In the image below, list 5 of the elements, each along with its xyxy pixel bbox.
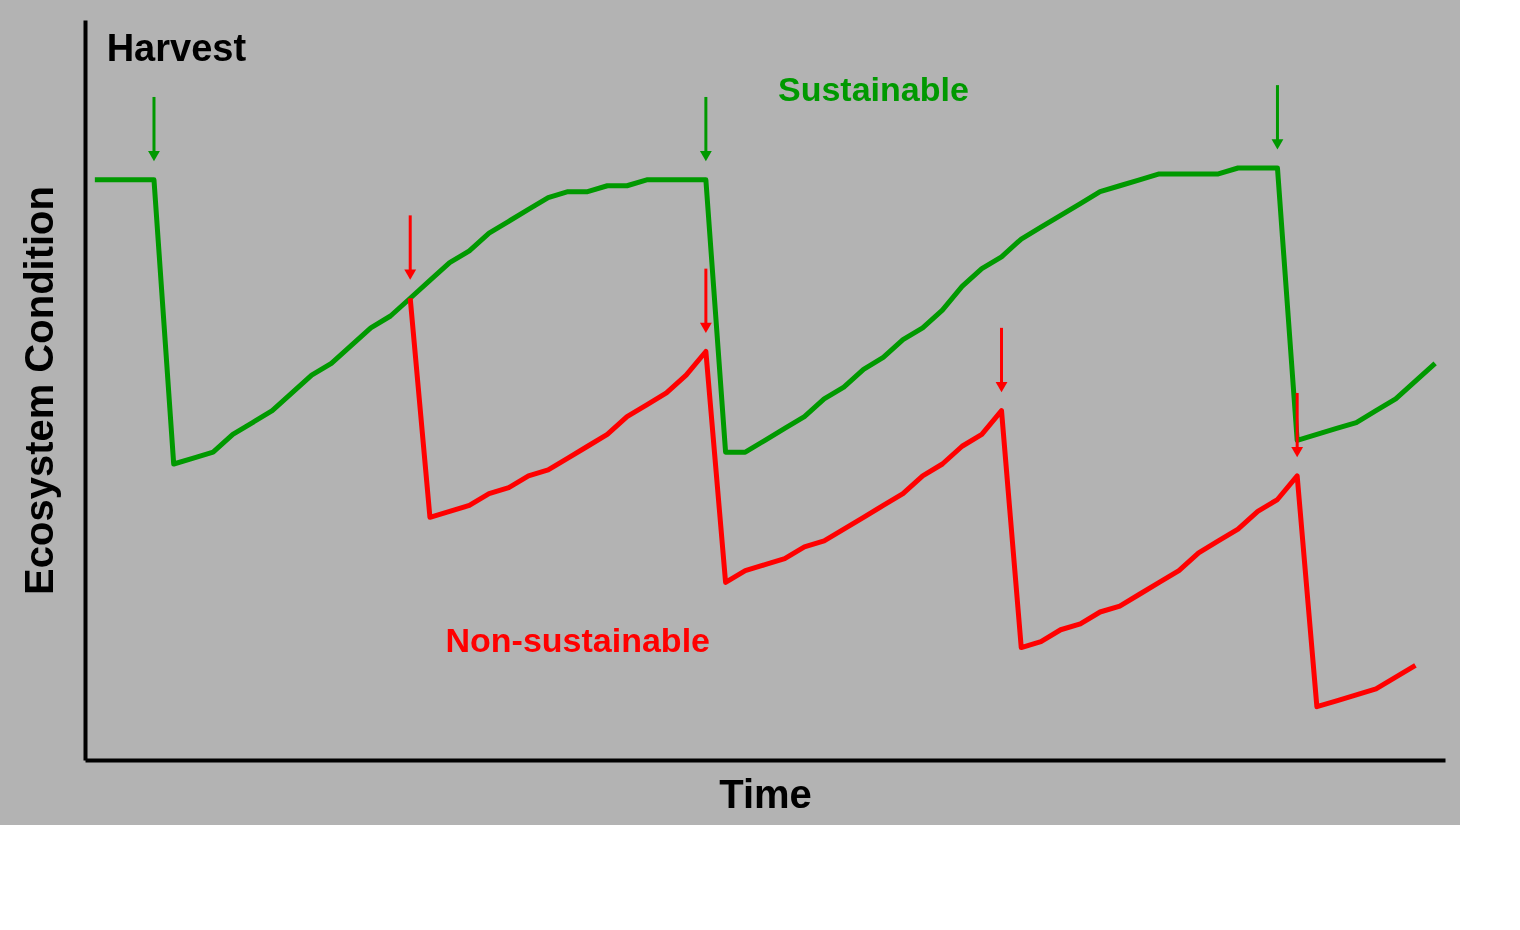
x-axis-title: Time (719, 771, 812, 816)
text: Sustainable (777, 70, 969, 109)
series-label: Non-sustainable (445, 620, 710, 659)
text: Harvest (106, 26, 247, 69)
y-axis-title: Ecosystem Condition (16, 186, 61, 595)
